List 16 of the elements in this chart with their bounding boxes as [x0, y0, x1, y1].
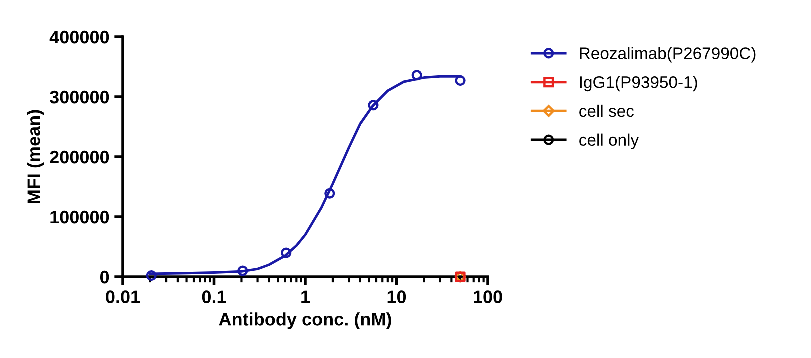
legend-label: cell only [580, 134, 640, 150]
x-tick-label: 10 [388, 290, 406, 304]
legend-label: IgG1(P93950-1) [580, 76, 698, 92]
y-tick-label: 100000 [50, 210, 110, 224]
legend-label: Reozalimab(P267990C) [580, 47, 756, 63]
legend-label: cell sec [580, 104, 634, 118]
x-tick-label: 0.1 [202, 290, 226, 304]
x-tick-label: 1 [302, 290, 310, 304]
y-tick-label: 200000 [50, 150, 110, 164]
x-axis-title: Antibody conc. (nM) [219, 312, 392, 330]
x-tick-label: 100 [474, 290, 502, 304]
y-axis-title: MFI (mean) [27, 110, 44, 204]
y-tick-label: 0 [100, 270, 110, 284]
y-tick-label: 300000 [50, 90, 110, 104]
x-tick-label: 0.01 [106, 290, 140, 304]
y-tick-label: 400000 [50, 30, 110, 44]
